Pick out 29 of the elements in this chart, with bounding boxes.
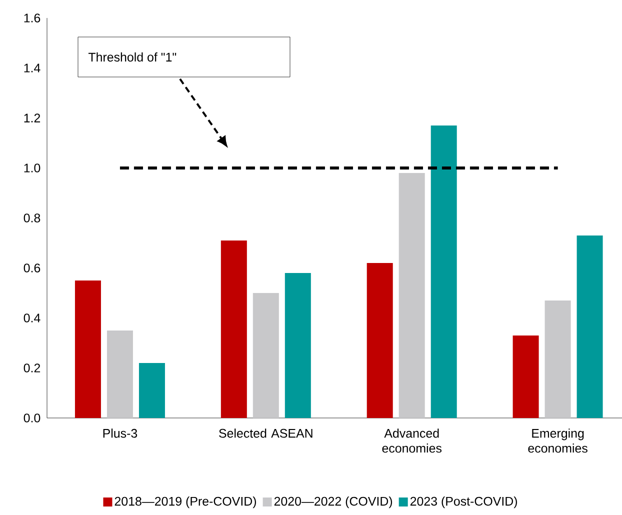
y-tick-label: 1.0 [24,164,40,172]
y-tick-label: 1.4 [24,64,40,72]
x-tick-label: Selected ASEAN [219,428,312,438]
bar [74,280,101,418]
x-tick-label: Emerging economies [528,428,588,453]
y-tick-label: 1.6 [24,14,40,22]
legend-label: 2023 (Post-COVID) [410,496,517,508]
bar [398,172,425,418]
bar [220,240,247,418]
bar [138,362,165,418]
bar [106,330,133,418]
y-tick-label: 0.2 [24,364,40,372]
bar [284,272,311,418]
x-tick-label: Plus-3 [103,428,138,438]
bar [252,292,279,418]
bar [366,262,393,418]
y-tick-label: 0.8 [24,214,40,222]
annotation: Threshold of "1" [88,52,176,62]
bar [576,235,603,418]
bar [544,300,571,418]
bar [512,335,539,418]
legend-label: 2020—2022 (COVID) [274,496,392,508]
bar [430,125,457,418]
legend-label: 2018—2019 (Pre-COVID) [114,496,256,508]
y-tick-label: 1.2 [24,114,40,122]
x-tick-label: Advanced economies [382,428,442,453]
y-tick-label: 0.0 [24,414,40,422]
y-tick-label: 0.4 [24,314,40,322]
y-tick-label: 0.6 [24,264,40,272]
